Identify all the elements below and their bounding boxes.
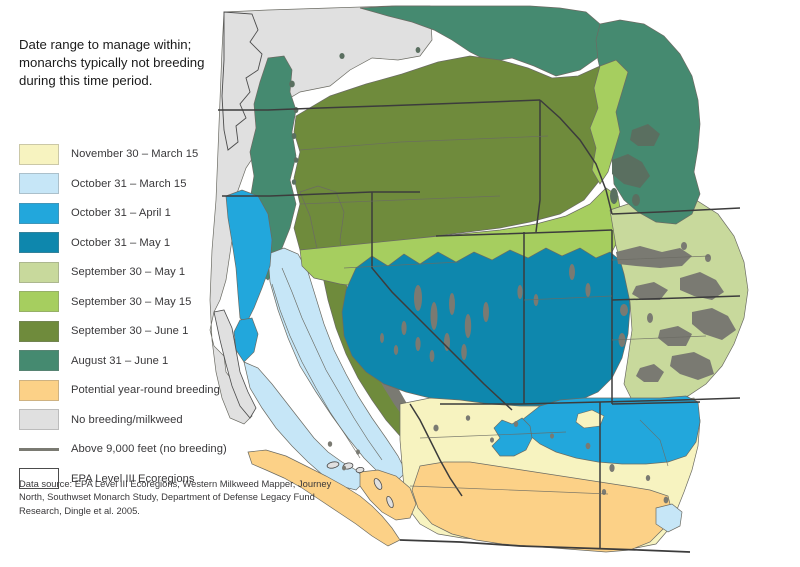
legend-row[interactable]: EPA Level III Ecoregions bbox=[19, 468, 234, 491]
legend-panel: Date range to manage within; monarchs ty… bbox=[0, 0, 331, 567]
legend-row[interactable]: November 30 – March 15 bbox=[19, 143, 234, 166]
legend-row[interactable]: No breeding/milkweed bbox=[19, 409, 234, 432]
legend-swatch-no-breeding bbox=[19, 409, 59, 431]
legend-row[interactable]: Above 9,000 feet (no breeding) bbox=[19, 438, 234, 461]
data-source-note: Data source: EPA Level III Ecoregions, W… bbox=[19, 478, 332, 516]
region-ca-coast-no-breeding-gray bbox=[213, 309, 257, 419]
region-nm-blue-finger bbox=[491, 417, 533, 457]
legend-label: Above 9,000 feet (no breeding) bbox=[71, 443, 227, 456]
legend-label: November 30 – March 15 bbox=[71, 148, 199, 161]
legend-swatch-aug31-jun1 bbox=[19, 350, 59, 372]
central-valley-ecoregion-line bbox=[281, 267, 383, 461]
legend-row[interactable]: October 31 – April 1 bbox=[19, 202, 234, 225]
intro-description: Date range to manage within; monarchs ty… bbox=[19, 37, 205, 89]
legend-row[interactable]: September 30 – May 15 bbox=[19, 291, 234, 314]
legend-row[interactable]: August 31 – June 1 bbox=[19, 350, 234, 373]
legend-row[interactable]: September 30 – June 1 bbox=[19, 320, 234, 343]
legend-label: September 30 – May 15 bbox=[71, 295, 192, 308]
legend-row[interactable]: October 31 – March 15 bbox=[19, 173, 234, 196]
great-basin-high-elevation-ranges bbox=[380, 264, 591, 362]
legend-row[interactable]: Potential year-round breeding bbox=[19, 379, 234, 402]
legend-swatch-sep30-jun1 bbox=[19, 320, 59, 342]
legend-swatch-oct31-may1 bbox=[19, 232, 59, 254]
legend-swatch-year-round bbox=[19, 379, 59, 401]
legend-swatch-oct31-mar15 bbox=[19, 173, 59, 195]
ecoregion-boundaries bbox=[299, 135, 711, 495]
legend-label: September 30 – May 1 bbox=[71, 266, 186, 279]
legend-row[interactable]: September 30 – May 1 bbox=[19, 261, 234, 284]
legend-row[interactable]: October 31 – May 1 bbox=[19, 232, 234, 255]
montana-high-elevation-patches bbox=[610, 124, 660, 206]
region-north-cascades-teal bbox=[359, 5, 601, 77]
state-boundaries bbox=[218, 99, 741, 553]
legend-swatch-sep30-may1 bbox=[19, 261, 59, 283]
region-az-pale-blue-corner bbox=[655, 503, 683, 533]
legend-swatch-oct31-apr1 bbox=[19, 202, 59, 224]
legend-swatch-nov30-mar15 bbox=[19, 143, 59, 165]
region-sonoran-orange bbox=[411, 461, 673, 553]
legend-swatch-sep30-may15 bbox=[19, 291, 59, 313]
legend-label: October 31 – April 1 bbox=[71, 207, 171, 220]
legend-list: November 30 – March 15 October 31 – March… bbox=[19, 143, 234, 497]
legend-label: August 31 – June 1 bbox=[71, 354, 169, 367]
region-great-basin-deep-blue bbox=[341, 247, 631, 407]
legend-label: September 30 – June 1 bbox=[71, 325, 189, 338]
legend-label: October 31 – March 15 bbox=[71, 177, 187, 190]
central-valley-ecoregion-line-2 bbox=[271, 283, 361, 459]
legend-swatch-above-9000ft bbox=[19, 447, 59, 451]
legend-label: No breeding/milkweed bbox=[71, 413, 183, 426]
region-ca-coast-bright-blue bbox=[225, 189, 273, 325]
region-colorado-plateau-bright-blue bbox=[521, 395, 701, 465]
legend-label: Potential year-round breeding bbox=[71, 384, 220, 397]
rockies-high-elevation-patches bbox=[616, 242, 736, 382]
region-olympic-peninsula bbox=[221, 11, 263, 151]
legend-label: October 31 – May 1 bbox=[71, 236, 171, 249]
channel-islands bbox=[326, 461, 394, 509]
region-bay-area-bright-blue bbox=[233, 317, 259, 363]
region-idaho-light-green bbox=[589, 59, 629, 185]
legend-swatch-ecoregions bbox=[19, 468, 59, 490]
legend-label: EPA Level III Ecoregions bbox=[71, 472, 195, 485]
cascades-high-elevation-dots bbox=[289, 47, 421, 185]
